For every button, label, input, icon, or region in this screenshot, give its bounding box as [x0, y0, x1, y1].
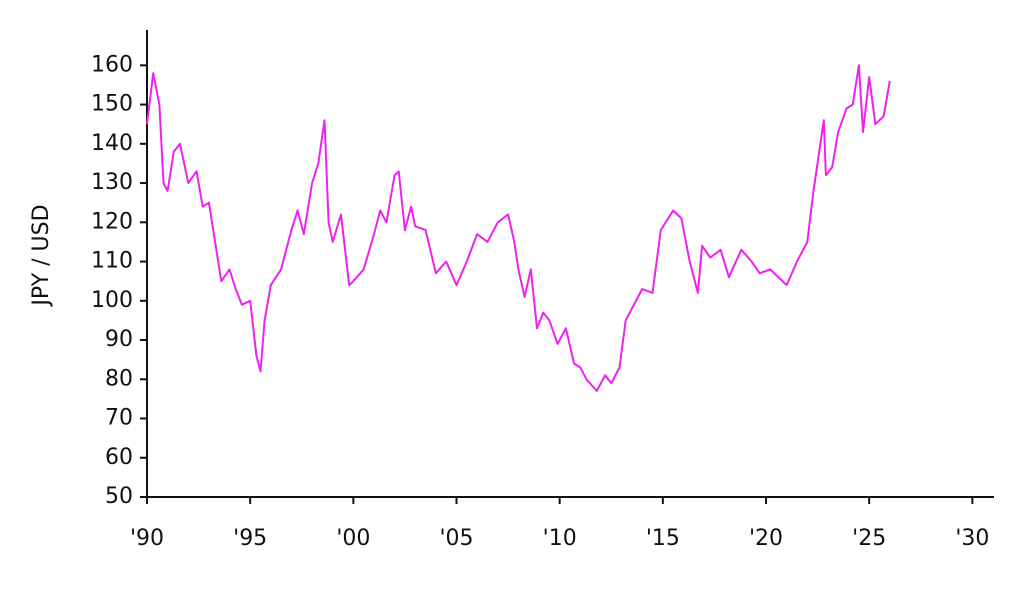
x-tick-label: '90: [130, 526, 164, 551]
y-tick-label: 90: [105, 327, 133, 352]
y-tick-label: 140: [91, 131, 133, 156]
x-tick-label: '10: [543, 526, 577, 551]
x-tick-label: '25: [852, 526, 886, 551]
x-tick-label: '95: [233, 526, 267, 551]
y-tick-label: 160: [91, 52, 133, 77]
y-tick-label: 80: [105, 366, 133, 391]
y-tick-label: 110: [91, 249, 133, 274]
y-tick-label: 50: [105, 484, 133, 509]
y-tick-label: 60: [105, 445, 133, 470]
y-tick-label: 100: [91, 288, 133, 313]
x-tick-label: '15: [646, 526, 680, 551]
y-tick-label: 130: [91, 170, 133, 195]
x-tick-label: '20: [749, 526, 783, 551]
y-tick-label: 150: [91, 92, 133, 117]
price-line: [146, 64, 891, 392]
x-tick-label: '30: [955, 526, 989, 551]
x-tick-label: '00: [336, 526, 370, 551]
y-tick-label: 120: [91, 209, 133, 234]
y-axis-label: JPY / USD: [29, 204, 54, 307]
y-tick-label: 70: [105, 406, 133, 431]
x-tick-label: '05: [439, 526, 473, 551]
